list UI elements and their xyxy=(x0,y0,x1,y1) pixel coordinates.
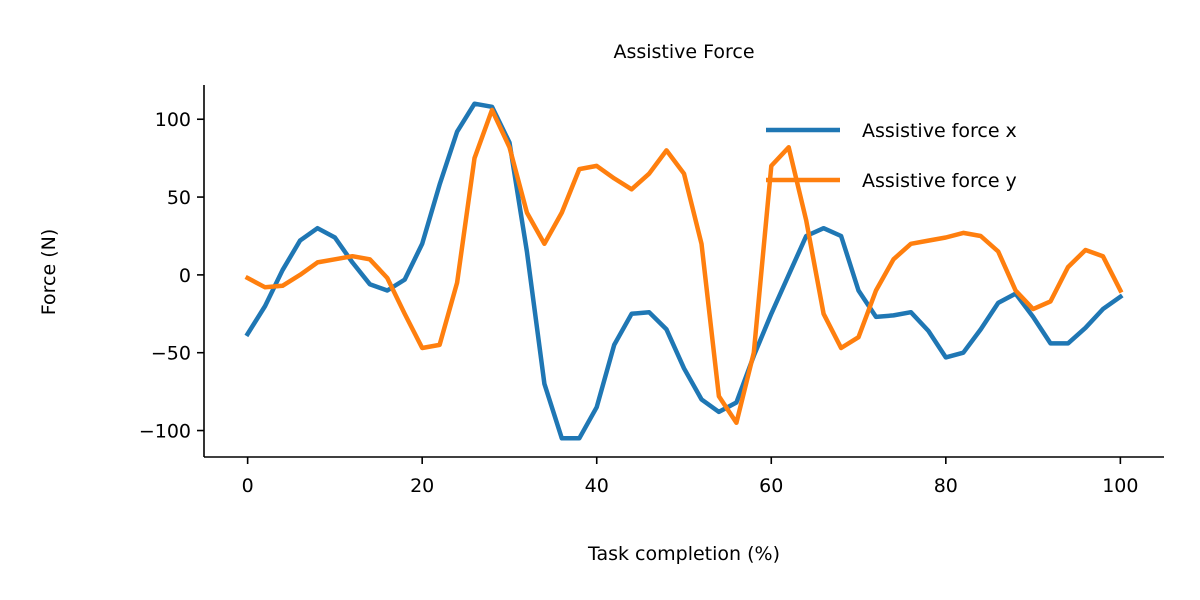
chart-legend: Assistive force x Assistive force y xyxy=(766,120,1017,192)
y-ticks: −100 −50 0 50 100 xyxy=(139,109,204,443)
series-layer xyxy=(244,101,1124,441)
x-tick-label: 80 xyxy=(934,475,958,497)
y-tick-label: −50 xyxy=(151,343,191,365)
y-axis-label: Force (N) xyxy=(38,229,60,315)
y-tick-label: 0 xyxy=(179,265,191,287)
y-tick-label: −100 xyxy=(139,421,191,443)
series-line-force-y xyxy=(244,107,1124,426)
x-tick-label: 0 xyxy=(242,475,254,497)
y-tick-label: 100 xyxy=(155,109,191,131)
x-ticks: 0 20 40 60 80 100 xyxy=(242,457,1138,497)
x-tick-label: 20 xyxy=(410,475,434,497)
chart-title: Assistive Force xyxy=(613,41,754,63)
x-axis-label: Task completion (%) xyxy=(587,543,780,565)
x-tick-label: 40 xyxy=(585,475,609,497)
axes: 0 20 40 60 80 100 −100 −50 0 50 100 xyxy=(139,85,1164,497)
legend-label: Assistive force y xyxy=(862,170,1017,192)
y-tick-label: 50 xyxy=(167,187,191,209)
legend-label: Assistive force x xyxy=(862,120,1017,142)
x-tick-label: 60 xyxy=(759,475,783,497)
x-tick-label: 100 xyxy=(1102,475,1138,497)
